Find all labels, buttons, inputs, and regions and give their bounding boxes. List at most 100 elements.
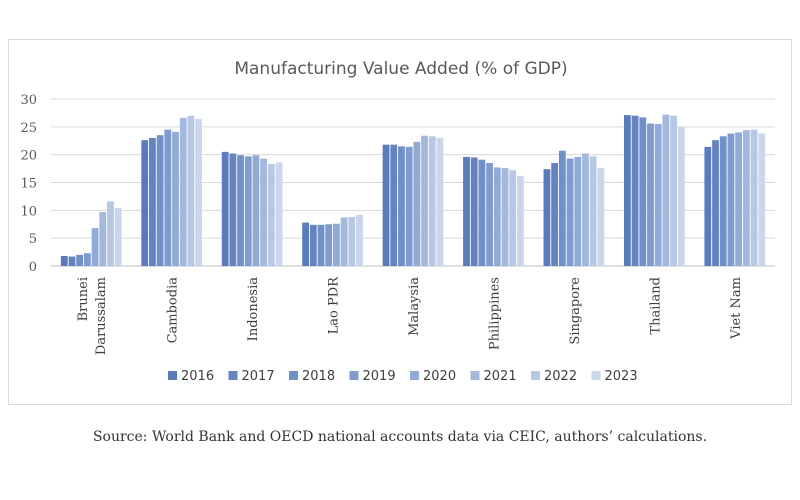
bar: [574, 156, 582, 266]
legend-label: 2018: [302, 369, 335, 384]
bar-chart: 0 5 10 15 20 25 30 Brunei Darussalam Cambodia Ind…: [20, 59, 775, 384]
bar: [91, 228, 99, 266]
bar: [114, 208, 122, 266]
bar: [195, 119, 203, 266]
bar: [356, 214, 363, 266]
y-axis-ticks: 0 5 10 15 20 25 30: [20, 93, 37, 275]
bar: [654, 124, 662, 266]
legend-swatch: [349, 371, 359, 380]
y-tick-label: 15: [20, 177, 37, 192]
legend-label: 2022: [544, 369, 577, 384]
bar: [164, 129, 172, 266]
bar: [156, 135, 164, 266]
bar: [348, 217, 356, 266]
x-tick-label: Thailand: [648, 277, 663, 335]
bar: [237, 155, 244, 266]
bar: [639, 117, 647, 267]
x-tick-label: Malaysia: [407, 277, 422, 336]
bars: [60, 114, 766, 267]
legend-label: 2017: [242, 369, 275, 384]
bar: [631, 115, 639, 266]
bar: [516, 175, 524, 266]
legend-label: 2019: [363, 369, 396, 384]
bar: [623, 115, 631, 266]
y-tick-label: 0: [29, 260, 37, 275]
bar: [340, 217, 348, 266]
bar: [275, 162, 283, 266]
bar: [428, 136, 436, 266]
bar: [317, 224, 325, 266]
bar: [735, 132, 743, 266]
bar: [758, 133, 766, 266]
bar: [670, 115, 677, 266]
bar: [382, 144, 390, 266]
bar: [325, 224, 333, 266]
y-tick-label: 10: [20, 204, 37, 219]
bar: [244, 156, 252, 266]
legend-label: 2020: [423, 369, 456, 384]
bar: [60, 255, 68, 266]
legend-label: 2021: [484, 369, 517, 384]
bar: [187, 115, 195, 266]
bar: [551, 163, 559, 266]
legend-swatch: [531, 371, 540, 380]
x-tick-label: Lao PDR: [327, 276, 342, 335]
bar: [68, 256, 76, 266]
bar: [582, 153, 589, 266]
bar: [509, 170, 517, 266]
y-tick-label: 25: [20, 121, 37, 136]
bar: [260, 158, 268, 266]
bar: [83, 253, 91, 266]
legend-swatch: [410, 371, 419, 380]
legend-swatch: [470, 371, 480, 380]
bar: [742, 130, 750, 266]
y-tick-label: 5: [29, 232, 37, 247]
bar: [179, 117, 187, 267]
bar: [463, 156, 470, 266]
bar: [501, 168, 509, 266]
bar: [267, 164, 275, 266]
bar: [107, 201, 114, 266]
bar: [405, 146, 413, 266]
chart-frame: 0 5 10 15 20 25 30 Brunei Darussalam Cambodia Ind…: [8, 39, 792, 405]
bar: [647, 123, 654, 267]
x-tick-label: Indonesia: [246, 277, 261, 342]
bar: [309, 224, 317, 266]
bar: [558, 150, 566, 266]
bar: [486, 163, 493, 266]
x-axis-ticks: Brunei Darussalam Cambodia Indonesia Lao PDR…: [76, 276, 744, 355]
legend: 2016 2017 2018 2019 2020 2021 2022 2023: [168, 369, 638, 384]
bar: [252, 155, 260, 266]
x-tick-label: Darussalam: [94, 277, 109, 355]
legend-swatch: [168, 371, 177, 380]
bar: [493, 167, 501, 266]
bar: [302, 222, 310, 266]
bar: [141, 140, 149, 266]
x-tick-label: Cambodia: [166, 277, 181, 344]
bar: [99, 212, 107, 266]
bar: [719, 136, 727, 266]
bar: [221, 151, 229, 266]
x-tick-label: Brunei: [76, 277, 91, 321]
bar: [413, 141, 421, 266]
bar: [398, 146, 405, 266]
legend-swatch: [228, 371, 238, 380]
source-caption: Source: World Bank and OECD national acc…: [92, 429, 708, 445]
bar: [677, 126, 685, 266]
bar: [478, 159, 486, 266]
legend-swatch: [289, 371, 298, 380]
chart-title: Manufacturing Value Added (% of GDP): [234, 59, 567, 79]
bar: [229, 153, 237, 266]
bar: [172, 131, 179, 266]
y-tick-label: 20: [20, 149, 37, 164]
gridlines: [51, 98, 775, 267]
bar: [566, 158, 574, 266]
bar: [149, 137, 156, 266]
bar: [597, 168, 605, 266]
x-tick-label: Philippines: [487, 277, 502, 350]
bar: [390, 144, 398, 266]
legend-label: 2023: [605, 369, 638, 384]
bar: [750, 129, 758, 266]
bar: [76, 254, 84, 266]
bar: [436, 137, 444, 266]
